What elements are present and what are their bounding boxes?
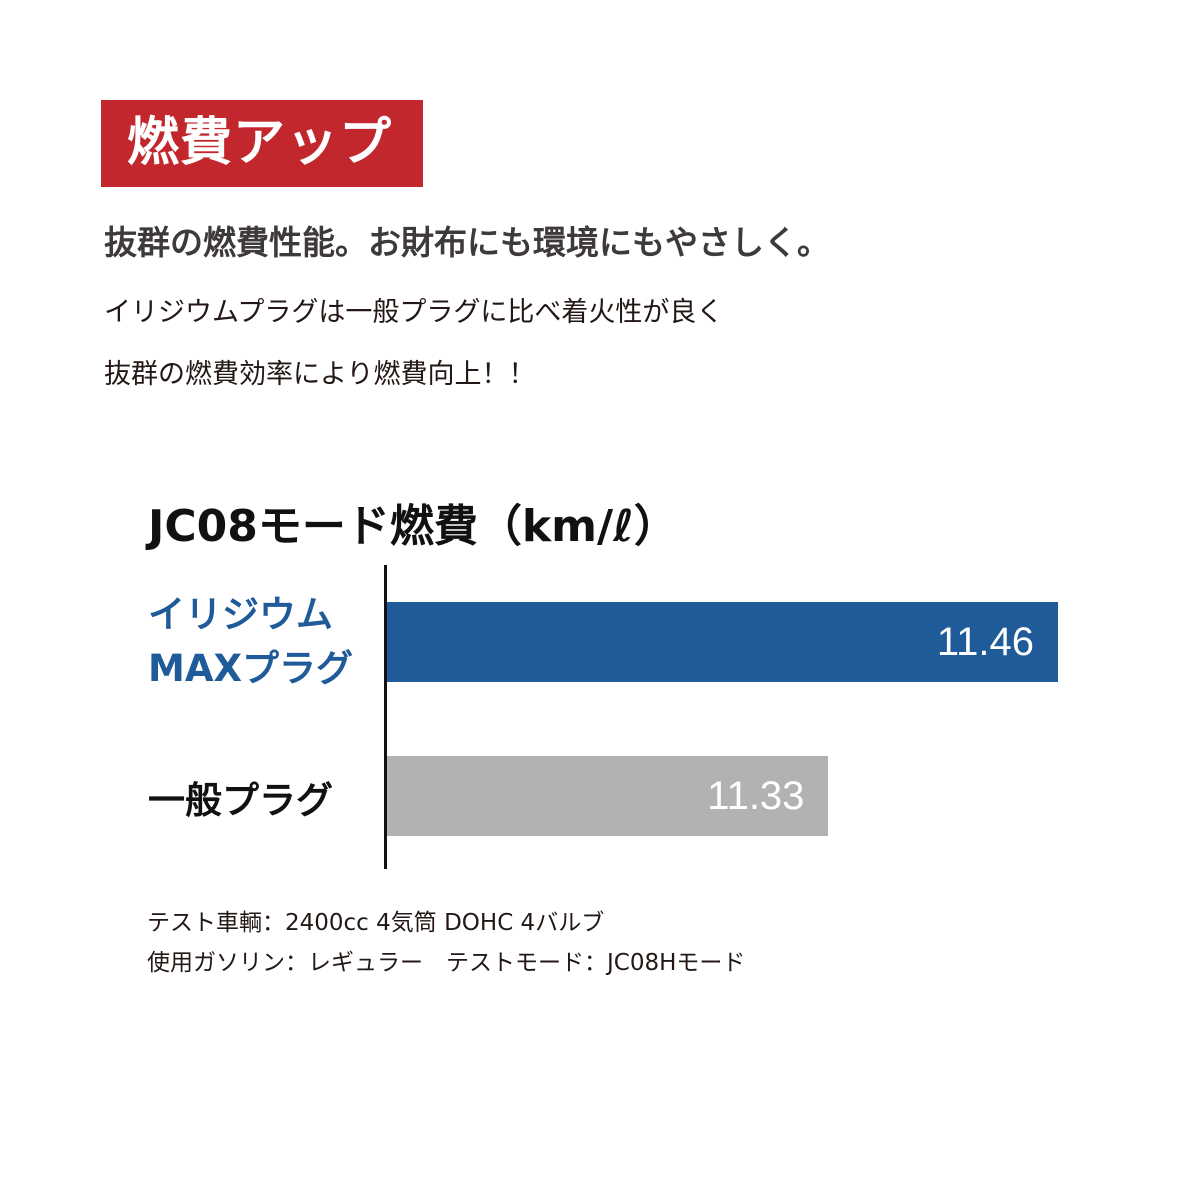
category-label-standard: 一般プラグ (148, 774, 333, 828)
category-label-line: MAXプラグ (148, 647, 353, 690)
category-label-line: イリジウム (148, 593, 333, 636)
headline: 抜群の燃費性能。お財布にも環境にもやさしく。 (104, 223, 830, 262)
bar-standard: 11.33 (387, 756, 829, 836)
category-label-line: 一般プラグ (148, 779, 333, 822)
bar-value-label: 11.33 (707, 774, 805, 818)
chart-axis-line (384, 565, 387, 869)
category-label-iridium: イリジウム MAXプラグ (148, 588, 353, 696)
bar-value-label: 11.46 (936, 620, 1034, 664)
section-badge: 燃費アップ (101, 100, 423, 187)
chart-title: JC08モード燃費（km/ℓ） (148, 501, 678, 552)
body-text-line-2: 抜群の燃費効率により燃費向上！！ (104, 359, 536, 390)
test-note-2: 使用ガソリン：レギュラー テストモード：JC08Hモード (147, 950, 746, 976)
body-text-line-1: イリジウムプラグは一般プラグに比べ着火性が良く (104, 297, 724, 328)
test-note-1: テスト車輌：2400cc 4気筒 DOHC 4バルブ (147, 910, 605, 936)
bar-iridium: 11.46 (387, 602, 1058, 682)
